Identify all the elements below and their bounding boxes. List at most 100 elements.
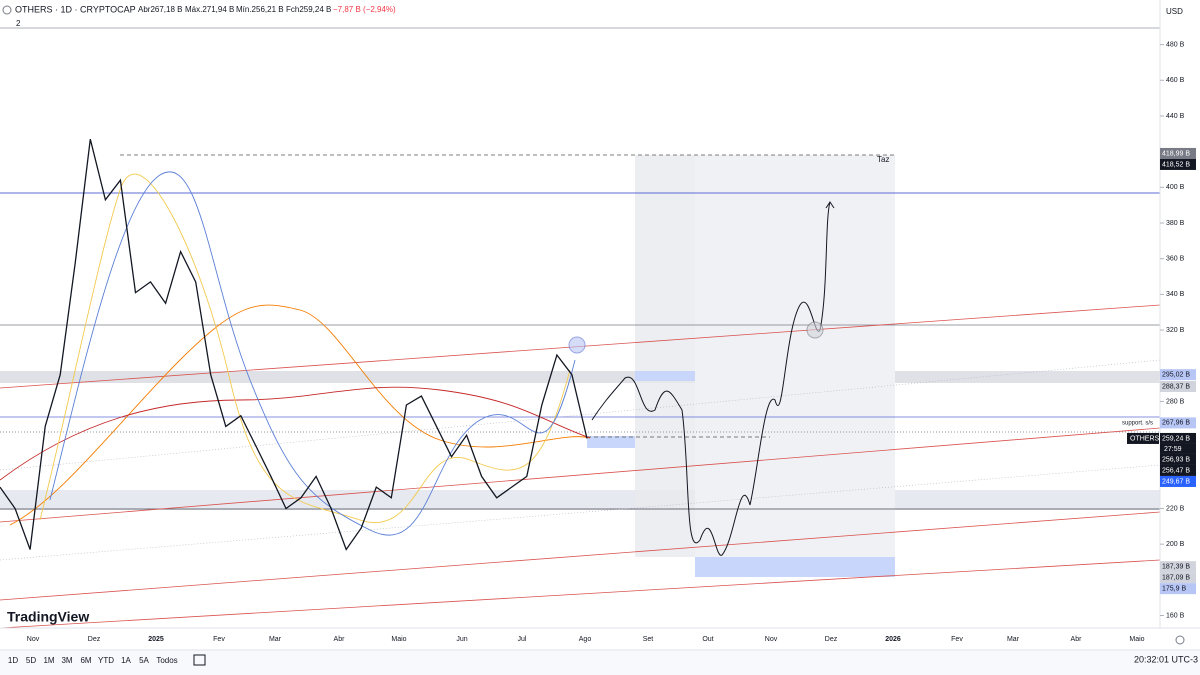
entry-box (587, 436, 635, 448)
x-tick-label: Maio (1129, 636, 1144, 643)
y-tick-label: 220 B (1166, 505, 1185, 512)
y-tick-label: 400 B (1166, 184, 1185, 191)
settings-icon[interactable] (1175, 635, 1185, 645)
marker (806, 321, 824, 339)
y-tick-label: 360 B (1166, 256, 1185, 263)
zone (0, 371, 1160, 383)
channel-line (0, 427, 1161, 523)
range-button[interactable]: YTD (98, 656, 114, 665)
symbol-tag-box (1127, 432, 1159, 444)
price-label-box (1160, 147, 1196, 159)
x-tick-label: Maio (391, 636, 406, 643)
price-label-box (1160, 453, 1196, 465)
indicator-count[interactable]: 2 (16, 19, 21, 28)
currency[interactable]: USD (1166, 7, 1183, 16)
x-tick-label: 2026 (885, 636, 901, 643)
y-tick-label: 340 B (1166, 291, 1185, 298)
x-tick-label: Out (702, 636, 713, 643)
clock: 20:32:01 UTC-3 (1134, 654, 1198, 664)
price-line (0, 139, 588, 551)
moving-average (9, 304, 591, 526)
x-tick-label: Fev (951, 636, 963, 643)
marker (568, 336, 586, 354)
countdown: 27:59 (1164, 446, 1182, 453)
range-button[interactable]: 1D (8, 656, 18, 665)
x-tick-label: Mar (269, 636, 282, 643)
countdown-box (1160, 443, 1196, 454)
bottom-toolbar (0, 650, 1200, 675)
symbol-icon (2, 5, 12, 15)
x-tick-label: Mar (1007, 636, 1020, 643)
x-tick-label: Jul (518, 636, 527, 643)
x-tick-label: Dez (825, 636, 838, 643)
moving-average (0, 386, 591, 481)
price-label-box (1160, 432, 1196, 444)
projection-box (695, 155, 895, 557)
x-tick-label: Fev (213, 636, 225, 643)
y-tick-label: 200 B (1166, 541, 1185, 548)
channel-line (0, 464, 1161, 561)
price-label: 187,09 B (1162, 574, 1190, 581)
y-tick-label: 160 B (1166, 612, 1185, 619)
zone (0, 490, 1160, 510)
projection-path (591, 201, 831, 556)
price-label: 259,24 B (1162, 435, 1190, 442)
moving-average (49, 171, 576, 536)
x-tick-label: Abr (1071, 636, 1083, 643)
ohlc-low: Mín.256,21 B (236, 5, 284, 14)
x-tick-label: Set (643, 636, 654, 643)
symbol[interactable]: OTHERS · 1D · CRYPTOCAP (15, 4, 136, 14)
price-label-box (1160, 561, 1196, 573)
y-tick-label: 460 B (1166, 77, 1185, 84)
y-tick-label: 480 B (1166, 41, 1185, 48)
range-button[interactable]: 3M (61, 656, 72, 665)
ohlc-change: −7,87 B (−2,94%) (333, 5, 396, 14)
y-tick-label: 320 B (1166, 327, 1185, 334)
symbol-tag: OTHERS (1130, 435, 1160, 442)
moving-average (39, 173, 571, 523)
price-label: 256,47 B (1162, 467, 1190, 474)
x-tick-label: Nov (765, 636, 778, 643)
ohlc-close: Fch259,24 B (286, 5, 331, 14)
price-label: 288,37 B (1162, 383, 1190, 390)
price-label: 249,67 B (1162, 478, 1190, 485)
entry-box (635, 371, 695, 381)
range-button[interactable]: 5A (139, 656, 149, 665)
price-label: 256,93 B (1162, 456, 1190, 463)
y-tick-label: 380 B (1166, 220, 1185, 227)
x-tick-label: Ago (579, 636, 592, 643)
target-box (695, 557, 895, 577)
y-tick-label: 440 B (1166, 113, 1185, 120)
arrow-head (825, 201, 835, 209)
range-button[interactable]: 5D (26, 656, 36, 665)
ohlc-open: Abr267,18 B (138, 5, 182, 14)
x-tick-label: Jun (456, 636, 467, 643)
range-button[interactable]: 6M (80, 656, 91, 665)
price-label: 187,39 B (1162, 563, 1190, 570)
price-label-box (1160, 417, 1196, 429)
range-button[interactable]: Todos (156, 656, 177, 665)
price-label-box (1160, 158, 1196, 170)
range-button[interactable]: 1A (121, 656, 131, 665)
price-label-box (1160, 369, 1196, 381)
target-note: Taz (877, 155, 889, 164)
x-tick-label: Abr (334, 636, 346, 643)
logo: TradingView (7, 609, 89, 625)
x-tick-label: Dez (88, 636, 101, 643)
support-note: support. s/s (1122, 421, 1153, 427)
price-label-box (1160, 475, 1196, 487)
channel-line (0, 359, 1161, 471)
range-button[interactable]: 1M (43, 656, 54, 665)
x-tick-label: 2025 (148, 636, 164, 643)
channel-line (0, 559, 1161, 629)
price-label: 175,9 B (1162, 585, 1186, 592)
ohlc-high: Máx.271,94 B (185, 5, 234, 14)
price-label-box (1160, 583, 1196, 595)
price-label: 418,52 B (1162, 161, 1190, 168)
price-label-box (1160, 380, 1196, 392)
y-tick-label: 280 B (1166, 398, 1185, 405)
calendar-icon[interactable] (193, 654, 206, 666)
price-label: 267,96 B (1162, 420, 1190, 427)
